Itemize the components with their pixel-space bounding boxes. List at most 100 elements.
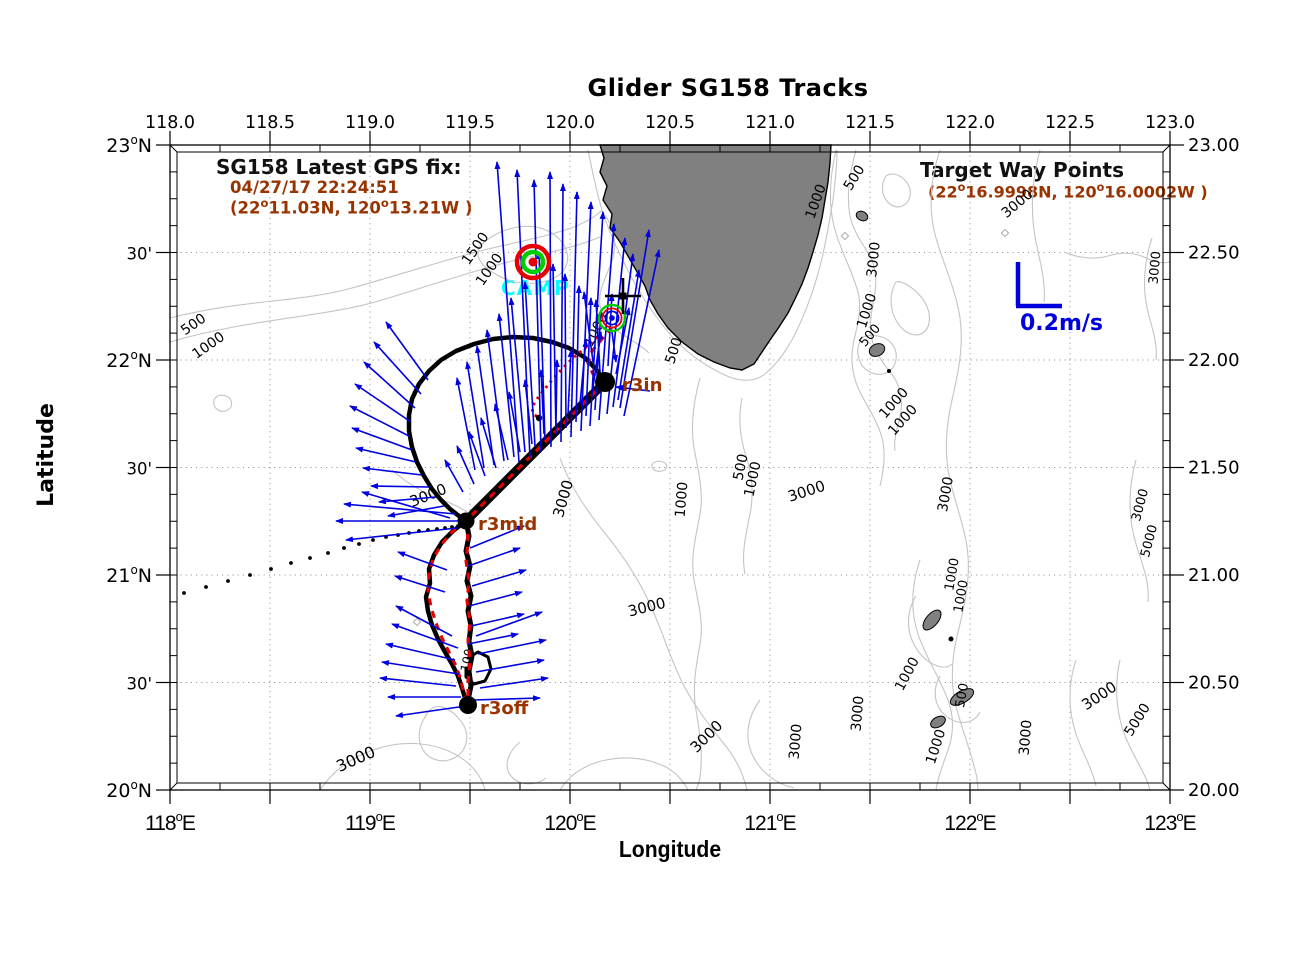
current-vector (471, 569, 527, 587)
current-vector (465, 361, 485, 469)
current-vector (593, 299, 601, 373)
gps-fix-coords: (22o11.03N, 120o13.21W ) (230, 196, 473, 218)
dot (435, 527, 439, 531)
contour-line (739, 397, 753, 575)
contour-label: 500 (178, 311, 209, 339)
current-vector (508, 297, 526, 453)
contour-line (477, 225, 568, 284)
tick-label-bottom: 123oE (1144, 809, 1196, 835)
tick-label-top: 122.0 (945, 113, 995, 133)
contour-label: 5000 (1138, 523, 1161, 559)
dot (443, 526, 447, 530)
tick-label-top: 122.5 (1045, 113, 1095, 133)
waypoints: r3in r3mid r3off (457, 372, 662, 719)
contour-label: 3000 (1078, 678, 1120, 714)
dot (456, 524, 460, 528)
dot (407, 531, 411, 535)
dot (326, 551, 330, 555)
contour-label: 500 (953, 682, 972, 709)
current-vector (361, 491, 451, 519)
current-vector (477, 638, 547, 655)
contour-label: 1000 (876, 385, 912, 422)
contour-line (829, 149, 885, 487)
current-vector (585, 297, 594, 417)
velocity-scale-label: 0.2m/s (1020, 311, 1104, 336)
contour-label: 1000 (951, 579, 972, 614)
current-vector (484, 329, 505, 462)
map-speck (1000, 228, 1010, 238)
current-vector (522, 281, 536, 447)
contour-label: 3000 (687, 717, 727, 757)
current-vector (475, 345, 495, 466)
route-dashed (426, 519, 470, 706)
gps-fix-marker-ring (597, 303, 627, 333)
route-dashed (586, 326, 614, 384)
gps-fix-annotation: SG158 Latest GPS fix: 04/27/17 22:24:51 … (216, 155, 556, 218)
current-vector (456, 445, 475, 485)
island (855, 210, 869, 222)
gps-fix-marker-dot (609, 315, 615, 321)
dot (371, 538, 375, 542)
dot (182, 591, 186, 595)
tick-label-right: 22.50 (1188, 243, 1240, 264)
bathymetry-contours (169, 149, 1171, 791)
current-vector (379, 675, 457, 687)
current-vector (349, 405, 410, 437)
current-vector (606, 237, 628, 415)
tick-label-bottom: 121oE (744, 809, 796, 835)
waypoint-label: r3in (622, 375, 662, 396)
contour-label: 3000 (786, 723, 805, 760)
current-vector (559, 183, 566, 443)
current-vector (615, 384, 651, 392)
island (949, 688, 975, 706)
target-heading: Target Way Points (920, 158, 1125, 182)
current-vector (370, 483, 430, 490)
current-vector (579, 339, 589, 405)
current-vector (395, 605, 453, 637)
tick-label-left: 23oN (106, 133, 152, 157)
contour-line (418, 706, 468, 762)
contour-label: 3000 (1129, 487, 1152, 523)
current-vector (522, 379, 533, 445)
contour-line (857, 334, 897, 375)
grid (170, 145, 1170, 790)
frame-mitre (1162, 782, 1171, 791)
contour-line (587, 149, 838, 381)
route-end-dot (535, 414, 543, 422)
current-vector (385, 642, 456, 661)
contour-label: 500 (857, 321, 884, 350)
current-vector (575, 285, 582, 423)
tick-label-top: 120.5 (645, 113, 695, 133)
tick-label-right: 22.00 (1188, 350, 1240, 371)
map-frame (156, 131, 1184, 804)
glider-track (406, 334, 610, 709)
frame-mitre (1162, 144, 1171, 153)
tick-label-top: 123.0 (1145, 113, 1195, 133)
contour-line (934, 675, 981, 723)
target-waypoint-annotation: Target Way Points (22o16.9998N, 120o16.0… (920, 158, 1280, 202)
camp-label: CAMP (501, 276, 570, 300)
current-vector (538, 369, 545, 435)
contour-label: 3000 (549, 478, 577, 520)
current-vector (480, 417, 497, 469)
contour-label: 3000 (848, 695, 867, 732)
gps-fix-heading: SG158 Latest GPS fix: (216, 155, 462, 179)
current-vector (345, 527, 458, 543)
contour-line (912, 559, 954, 791)
islet-dot (887, 369, 891, 373)
gps-fix-datetime: 04/27/17 22:24:51 (230, 178, 399, 197)
current-vector (354, 383, 412, 423)
islet-dot (948, 636, 954, 642)
tick-label-top: 118.0 (145, 113, 195, 133)
contour-line (559, 757, 689, 791)
current-vector (385, 321, 429, 381)
contour-line (1069, 659, 1097, 787)
contour-line (890, 281, 931, 336)
contour-labels: 5001000150010001000500100050030003000100… (178, 162, 1164, 776)
tick-label-top: 121.5 (845, 113, 895, 133)
tick-label-top: 119.0 (345, 113, 395, 133)
current-vector (570, 191, 580, 438)
dot (269, 567, 273, 571)
current-vector (343, 501, 457, 515)
